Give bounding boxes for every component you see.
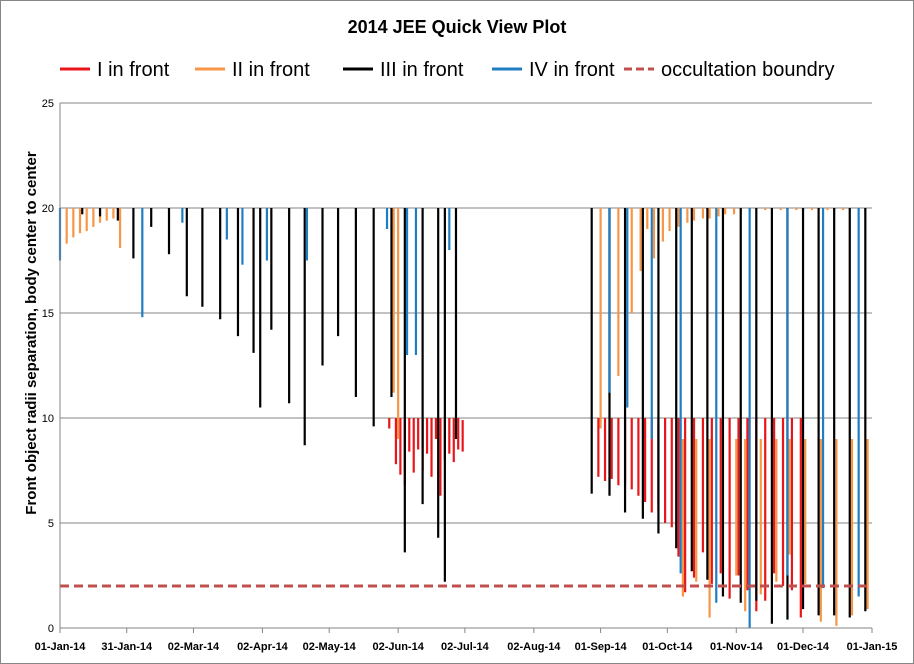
x-tick-label: 01-Sep-14: [575, 641, 628, 653]
x-tick-label: 01-Jan-14: [35, 641, 87, 653]
x-tick-label: 02-May-14: [303, 641, 357, 653]
x-tick-label: 02-Aug-14: [507, 641, 561, 653]
series-3: [58, 208, 860, 628]
y-tick-label: 10: [42, 413, 54, 425]
legend-entry: IV in front: [529, 59, 615, 81]
legend: I in front II in front III in front IV in f…: [60, 59, 834, 81]
x-tick-label: 02-Apr-14: [237, 641, 289, 653]
x-tick-labels: 01-Jan-14 31-Jan-14 02-Mar-14 02-Apr-14 02-M…: [35, 641, 898, 653]
x-tick-label: 02-Jul-14: [441, 641, 490, 653]
legend-entry: III in front: [380, 59, 464, 81]
plot-area: [58, 208, 872, 628]
x-tick-label: 01-Nov-14: [710, 641, 763, 653]
x-tick-label: 01-Dec-14: [777, 641, 830, 653]
y-tick-label: 15: [42, 308, 54, 320]
y-axis-label: Front object radii separation, body cent…: [23, 151, 40, 515]
series-0: [388, 418, 802, 618]
y-tick-labels: 0 5 10 15 20 25: [42, 98, 54, 635]
y-tick-label: 0: [48, 623, 54, 635]
series-2: [81, 208, 867, 624]
axes: [59, 103, 873, 633]
legend-entry: I in front: [97, 59, 170, 81]
legend-entry: II in front: [232, 59, 310, 81]
x-tick-label: 02-Jun-14: [372, 641, 424, 653]
legend-entry: occultation boundry: [661, 59, 834, 81]
y-tick-label: 5: [48, 518, 54, 530]
y-tick-label: 20: [42, 203, 54, 215]
x-tick-label: 01-Oct-14: [642, 641, 693, 653]
y-tick-label: 25: [42, 98, 54, 110]
x-tick-label: 01-Jan-15: [847, 641, 898, 653]
gridlines: [60, 102, 872, 524]
chart-title: 2014 JEE Quick View Plot: [348, 17, 567, 37]
x-tick-label: 02-Mar-14: [168, 641, 220, 653]
x-tick-label: 31-Jan-14: [101, 641, 153, 653]
series-1: [65, 208, 869, 626]
